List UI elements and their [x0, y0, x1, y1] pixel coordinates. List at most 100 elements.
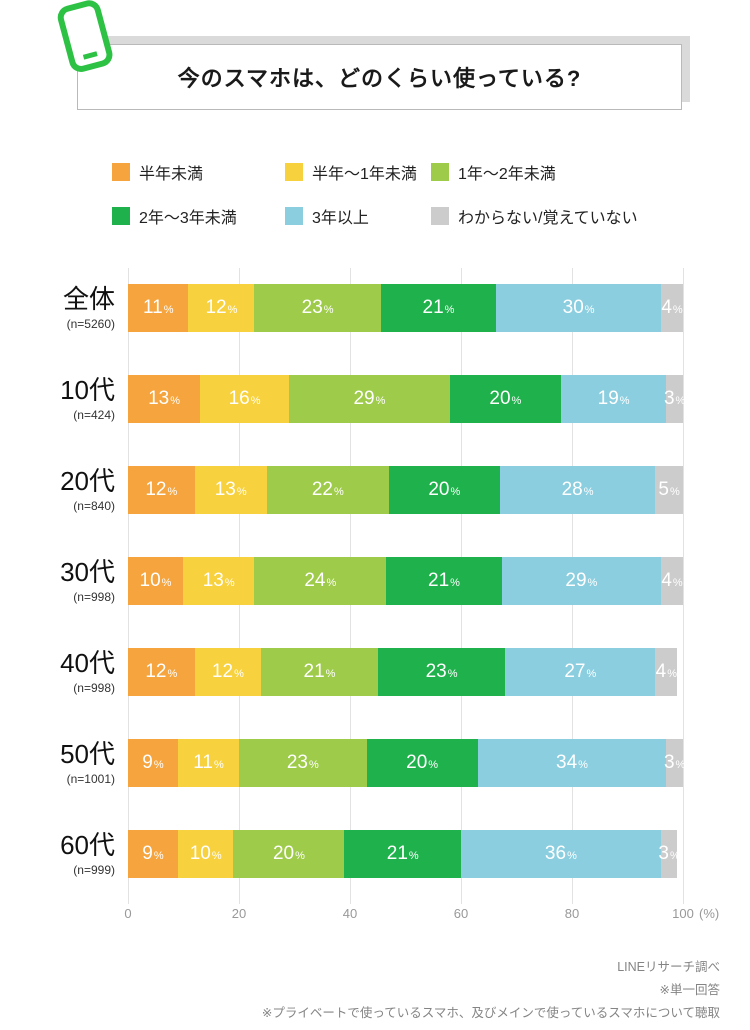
segment-percent-sign: % — [250, 395, 261, 407]
x-tick-label: 60 — [453, 906, 469, 921]
segment-value: 12% — [212, 661, 244, 683]
gridline — [683, 268, 684, 904]
row-label: 60代 (n=999) — [0, 831, 128, 877]
bar-segment: 3% — [664, 375, 685, 423]
segment-number: 21 — [303, 661, 325, 682]
legend-swatch — [112, 207, 130, 225]
segment-value: 29% — [353, 388, 385, 410]
legend-item: 3年以上 — [285, 204, 431, 228]
segment-number: 34 — [556, 752, 578, 773]
segment-percent-sign: % — [586, 668, 597, 680]
segment-percent-sign: % — [447, 668, 458, 680]
segment-value: 12% — [205, 297, 237, 319]
row-label: 全体 (n=5260) — [0, 285, 128, 331]
sample-size-label: (n=5260) — [66, 316, 115, 331]
footer: LINEリサーチ調べ ※単一回答 ※プライベートで使っているスマホ、及びメインで… — [0, 956, 750, 1025]
segment-number: 11 — [142, 297, 163, 318]
bar-segment: 20% — [388, 466, 500, 514]
footer-note-line: ※プライベートで使っているスマホ、及びメインで使っているスマホについて聴取 — [261, 1006, 720, 1021]
stacked-bar: 10% 13% 24% 21% 29% 4% — [128, 557, 683, 605]
row-label: 50代 (n=1001) — [0, 740, 128, 786]
segment-percent-sign: % — [619, 395, 630, 407]
segment-number: 5 — [658, 479, 669, 500]
segment-value: 24% — [304, 570, 336, 592]
segment-percent-sign: % — [672, 577, 683, 589]
bar-segment: 10% — [128, 557, 183, 605]
bar-segment: 36% — [460, 830, 661, 878]
legend-label: 3年以上 — [312, 210, 369, 227]
chart-row: 20代 (n=840) 12% 13% 22% 20% 28% 5% — [0, 466, 750, 514]
segment-value: 16% — [229, 388, 261, 410]
legend-swatch — [285, 207, 303, 225]
title-box: 今のスマホは、どのくらい使っている? — [77, 44, 682, 110]
segment-percent-sign: % — [669, 486, 680, 498]
chart-rows: 全体 (n=5260) 11% 12% 23% 21% 30% 4% 10代 (n=424) 13%… — [0, 284, 750, 878]
page-title: 今のスマホは、どのくらい使っている? — [177, 66, 582, 91]
segment-value: 21% — [428, 570, 460, 592]
bar-segment: 12% — [128, 466, 195, 514]
segment-number: 4 — [661, 297, 672, 318]
segment-number: 11 — [193, 752, 213, 773]
legend-swatch — [431, 163, 449, 181]
segment-number: 30 — [562, 297, 584, 318]
plot-area: 全体 (n=5260) 11% 12% 23% 21% 30% 4% 10代 (n=424) 13%… — [0, 268, 750, 904]
segment-number: 28 — [561, 479, 583, 500]
bar-segment: 29% — [501, 557, 662, 605]
x-tick-label: 20 — [231, 906, 247, 921]
segment-percent-sign: % — [325, 668, 336, 680]
segment-value: 11% — [143, 297, 174, 319]
segment-percent-sign: % — [584, 304, 595, 316]
segment-percent-sign: % — [163, 304, 174, 316]
x-tick-label: 100 — [672, 906, 694, 921]
bar-segment: 12% — [128, 648, 195, 696]
segment-value: 36% — [545, 843, 577, 865]
segment-value: 4% — [661, 297, 682, 319]
segment-percent-sign: % — [161, 577, 172, 589]
segment-percent-sign: % — [333, 486, 344, 498]
segment-number: 29 — [565, 570, 587, 591]
sample-size-label: (n=999) — [73, 862, 115, 877]
footer-source-line: LINEリサーチ調べ — [617, 960, 720, 974]
stacked-bar: 13% 16% 29% 20% 19% 3% — [128, 375, 685, 423]
segment-number: 12 — [205, 297, 227, 318]
segment-value: 12% — [145, 661, 177, 683]
bar-segment: 12% — [188, 284, 255, 332]
x-tick-label: 80 — [564, 906, 580, 921]
segment-number: 27 — [564, 661, 586, 682]
segment-number: 13 — [202, 570, 224, 591]
legend-label: 半年未満 — [139, 166, 204, 183]
segment-value: 4% — [656, 661, 677, 683]
bar-segment: 5% — [655, 466, 683, 514]
bar-segment: 21% — [380, 284, 497, 332]
row-label: 20代 (n=840) — [0, 467, 128, 513]
segment-number: 20 — [272, 843, 295, 864]
bar-segment: 28% — [499, 466, 656, 514]
stacked-bar: 9% 10% 20% 21% 36% 3% — [128, 830, 683, 878]
legend-item: わからない/覚えていない — [431, 204, 750, 228]
segment-number: 21 — [386, 843, 408, 864]
segment-value: 10% — [140, 570, 172, 592]
bar-segment: 20% — [366, 739, 478, 787]
legend-item: 半年〜1年未満 — [285, 160, 431, 184]
segment-value: 13% — [203, 570, 235, 592]
bar-segment: 23% — [377, 648, 506, 696]
category-label: 60代 — [60, 830, 115, 861]
bar-segment: 3% — [664, 739, 685, 787]
bar-segment: 13% — [194, 466, 267, 514]
bar-segment: 19% — [560, 375, 667, 423]
bar-segment: 9% — [128, 830, 178, 878]
segment-percent-sign: % — [450, 577, 460, 589]
legend-swatch — [431, 207, 449, 225]
segment-percent-sign: % — [511, 395, 522, 407]
segment-number: 23 — [425, 661, 447, 682]
sample-size-label: (n=1001) — [66, 771, 115, 786]
x-axis: 0 20 40 60 80 100 (%) — [124, 904, 719, 926]
segment-value: 23% — [287, 752, 319, 774]
category-label: 20代 — [60, 466, 115, 497]
segment-percent-sign: % — [211, 850, 222, 862]
segment-value: 29% — [565, 570, 597, 592]
chart-row: 50代 (n=1001) 9% 11% 23% 20% 34% 3% — [0, 739, 750, 787]
legend-label: 2年〜3年未満 — [139, 210, 237, 227]
segment-number: 16 — [228, 388, 250, 409]
